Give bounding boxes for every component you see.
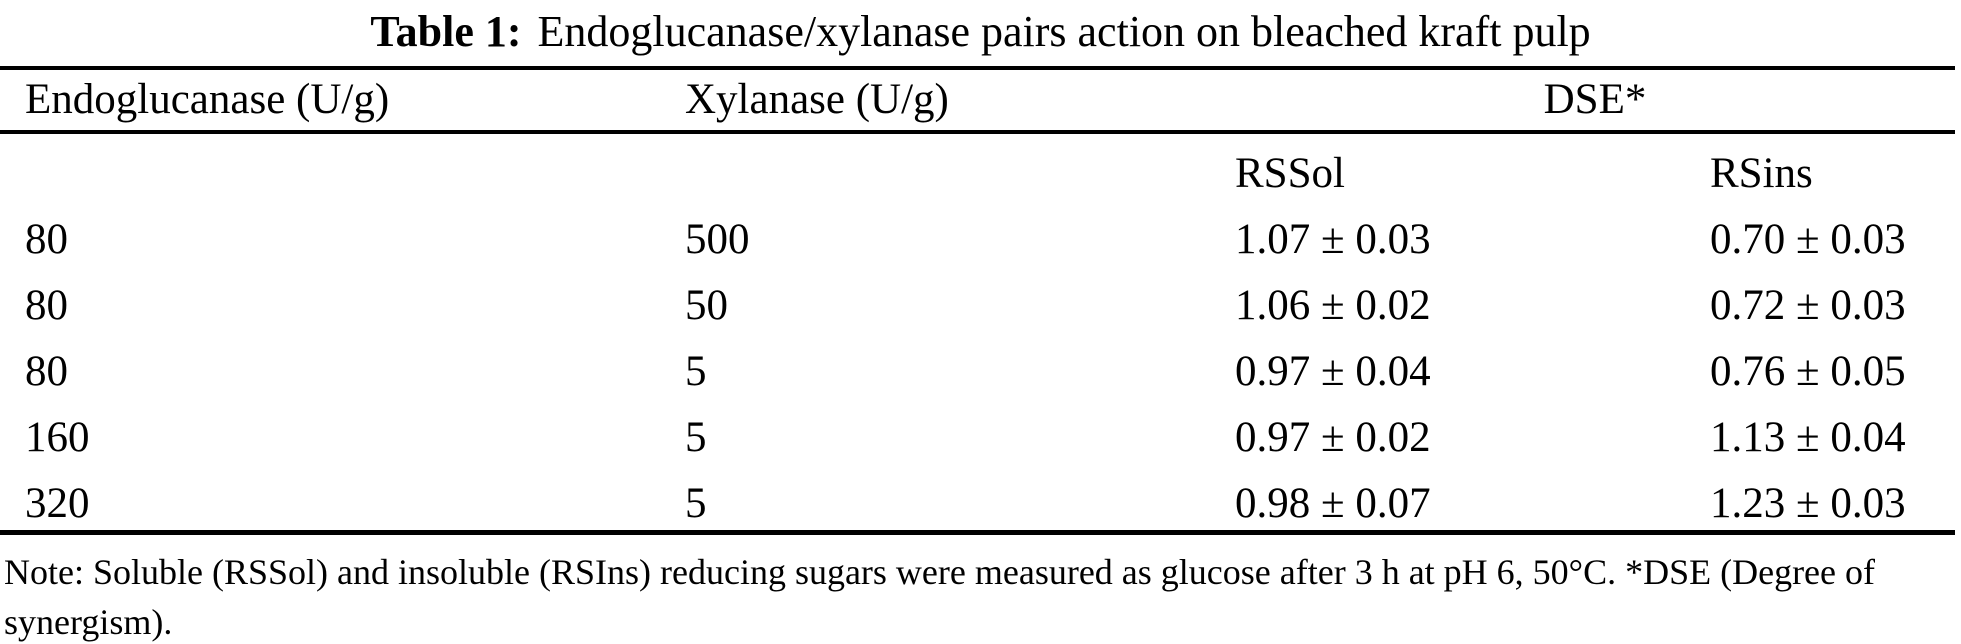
table-subheader-row: RSSol RSins: [0, 134, 1955, 200]
cell-rssol: 1.07 ± 0.03: [1235, 215, 1431, 263]
table-caption-label: Table 1:: [370, 7, 522, 56]
cell-xylanase: 500: [685, 215, 750, 263]
subcol-header-rssol: RSSol: [1235, 149, 1345, 197]
data-table: Endoglucanase (U/g) Xylanase (U/g) DSE* …: [0, 66, 1955, 535]
cell-rssol: 1.06 ± 0.02: [1235, 281, 1431, 329]
cell-endoglucanase: 80: [25, 347, 68, 395]
cell-rsins: 1.23 ± 0.03: [1710, 479, 1906, 527]
cell-endoglucanase: 80: [25, 281, 68, 329]
cell-endoglucanase: 320: [25, 479, 90, 527]
subcol-header-rsins: RSins: [1710, 149, 1813, 197]
cell-xylanase: 5: [685, 479, 707, 527]
table-caption: Table 1: Endoglucanase/xylanase pairs act…: [0, 2, 1961, 62]
cell-rsins: 1.13 ± 0.04: [1710, 413, 1906, 461]
col-header-endoglucanase: Endoglucanase (U/g): [25, 76, 390, 123]
cell-endoglucanase: 160: [25, 413, 90, 461]
table-row: 80 5 0.97 ± 0.04 0.76 ± 0.05: [0, 332, 1955, 398]
cell-rsins: 0.70 ± 0.03: [1710, 215, 1906, 263]
cell-rsins: 0.76 ± 0.05: [1710, 347, 1906, 395]
cell-xylanase: 5: [685, 347, 707, 395]
table-row: 160 5 0.97 ± 0.02 1.13 ± 0.04: [0, 398, 1955, 464]
table-row: 320 5 0.98 ± 0.07 1.23 ± 0.03: [0, 464, 1955, 530]
col-header-xylanase: Xylanase (U/g): [685, 76, 949, 123]
cell-endoglucanase: 80: [25, 215, 68, 263]
table-row: 80 500 1.07 ± 0.03 0.70 ± 0.03: [0, 200, 1955, 266]
table-row: 80 50 1.06 ± 0.02 0.72 ± 0.03: [0, 266, 1955, 332]
col-header-dse: DSE*: [1543, 76, 1647, 123]
cell-rssol: 0.98 ± 0.07: [1235, 479, 1431, 527]
cell-rssol: 0.97 ± 0.02: [1235, 413, 1431, 461]
cell-rssol: 0.97 ± 0.04: [1235, 347, 1431, 395]
table-header-row: Endoglucanase (U/g) Xylanase (U/g) DSE*: [0, 70, 1955, 134]
table-footnote: Note: Soluble (RSSol) and insoluble (RSI…: [4, 552, 1875, 642]
cell-xylanase: 50: [685, 281, 728, 329]
cell-xylanase: 5: [685, 413, 707, 461]
table-caption-text: Endoglucanase/xylanase pairs action on b…: [537, 7, 1591, 56]
cell-rsins: 0.72 ± 0.03: [1710, 281, 1906, 329]
